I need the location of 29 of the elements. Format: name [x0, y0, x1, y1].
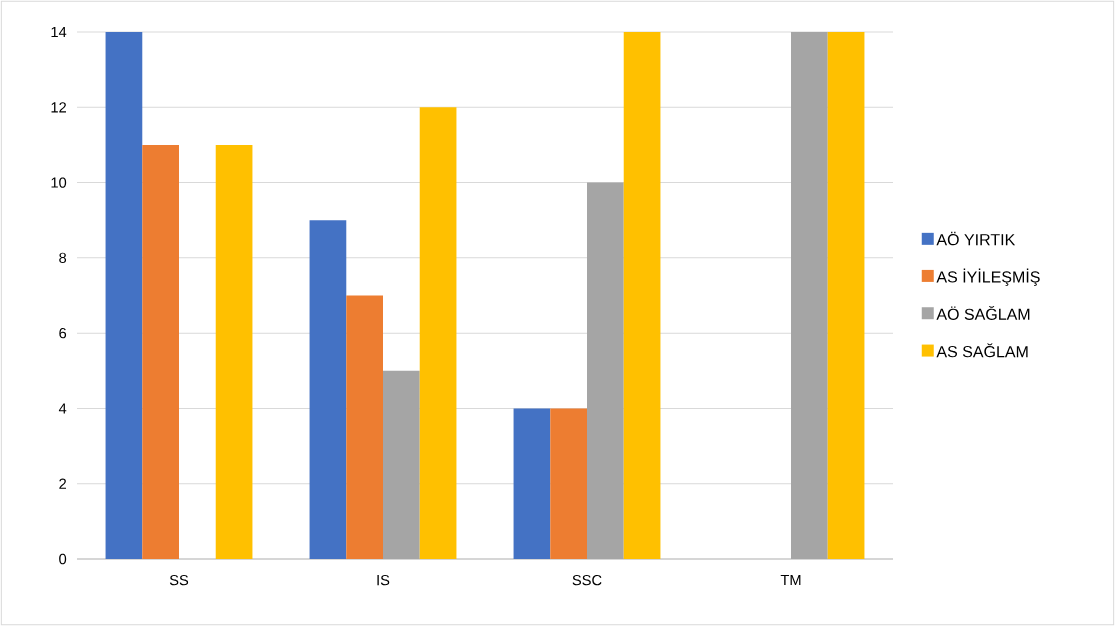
bar — [346, 295, 383, 559]
legend-label: AS İYİLEŞMİŞ — [936, 268, 1040, 286]
y-tick-label: 2 — [59, 478, 66, 489]
y-tick-label: 6 — [59, 327, 67, 339]
bar — [791, 32, 828, 559]
bar — [513, 408, 551, 559]
legend-label: AÖ SAĞLAM — [936, 305, 1030, 320]
legend-label: AÖ YIRTIK — [936, 231, 1016, 246]
bar — [309, 220, 347, 559]
bar — [827, 32, 865, 559]
x-tick-label: IS — [377, 574, 390, 586]
bar — [105, 32, 143, 559]
bar — [383, 370, 420, 559]
bar — [142, 144, 179, 559]
x-tick-label: SS — [169, 574, 189, 586]
y-tick-label: 10 — [51, 177, 67, 188]
y-tick-label: 8 — [59, 252, 67, 264]
y-tick-label: 12 — [51, 102, 66, 113]
x-tick-label: SSC — [572, 574, 602, 586]
x-tick-label: TM — [780, 574, 801, 586]
bar — [215, 144, 253, 559]
bar — [550, 408, 587, 559]
legend-label: AS SAĞLAM — [936, 343, 1028, 358]
y-tick-label: 14 — [51, 26, 67, 38]
bar — [623, 32, 661, 559]
y-tick-label: 4 — [58, 403, 67, 414]
bar — [419, 107, 457, 559]
y-tick-label: 0 — [59, 553, 67, 565]
bar — [587, 182, 624, 559]
